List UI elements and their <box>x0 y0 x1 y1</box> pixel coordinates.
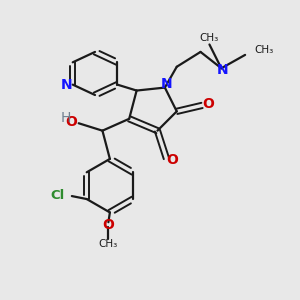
Text: O: O <box>167 153 178 167</box>
Text: H: H <box>61 111 71 125</box>
Text: N: N <box>160 77 172 91</box>
Text: O: O <box>202 97 214 111</box>
Text: O: O <box>103 218 114 232</box>
Text: O: O <box>65 115 77 129</box>
Text: CH₃: CH₃ <box>254 44 273 55</box>
Text: CH₃: CH₃ <box>99 239 118 249</box>
Text: N: N <box>216 63 228 77</box>
Text: N: N <box>60 78 72 92</box>
Text: Cl: Cl <box>50 189 64 202</box>
Text: CH₃: CH₃ <box>199 33 218 43</box>
